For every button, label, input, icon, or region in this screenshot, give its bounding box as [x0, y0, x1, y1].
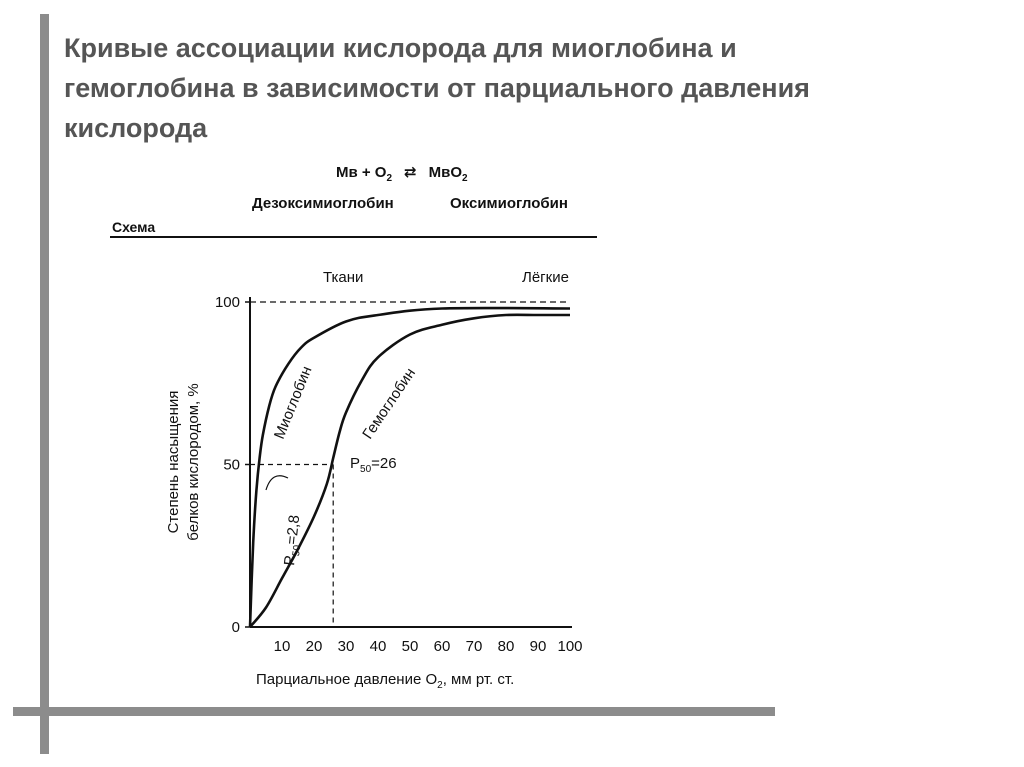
annotation-arrow-myoglobin	[265, 475, 289, 491]
x-tick-label: 40	[370, 638, 387, 655]
x-axis-title: Парциальное давление О2, мм рт. ст.	[256, 671, 514, 691]
series-hemoglobin-label: Гемоглобин	[359, 365, 419, 442]
lungs-label: Лёгкие	[522, 269, 569, 286]
annotation-p50-hemoglobin: P50=26	[350, 455, 397, 475]
equation-left: Мв + О	[336, 164, 387, 181]
title-line-1: Кривые ассоциации кислорода для миоглоби…	[64, 33, 737, 63]
equation-right-sub: 2	[462, 173, 468, 184]
frame-horizontal-bar	[13, 707, 775, 716]
series-myoglobin-label: Миоглобин	[271, 364, 316, 442]
x-tick-label: 70	[466, 638, 483, 655]
x-tick-label: 80	[498, 638, 515, 655]
title-line-3: кислорода	[64, 113, 208, 143]
scheme-label: Схема	[112, 219, 155, 235]
deoxymyoglobin-label: Дезоксимиоглобин	[252, 195, 394, 212]
slide-title: Кривые ассоциации кислорода для миоглоби…	[64, 28, 964, 148]
y-axis-title-line-2: белков кислородом, %	[185, 383, 202, 540]
y-tick-label: 0	[232, 619, 240, 636]
title-line-2: гемоглобина в зависимости от парциальног…	[64, 73, 810, 103]
frame-vertical-bar	[40, 14, 49, 754]
equation-right: МвО	[429, 164, 463, 181]
x-tick-label: 50	[402, 638, 419, 655]
equation-arrow: ⇄	[404, 164, 417, 181]
x-tick-label: 30	[338, 638, 355, 655]
equation-sub: 2	[386, 173, 392, 184]
x-ticks: 10 20 30 40 50 60 70 80 90 100	[274, 638, 583, 655]
x-tick-label: 100	[557, 638, 582, 655]
y-tick-label: 100	[215, 294, 240, 311]
x-tick-label: 20	[306, 638, 323, 655]
x-tick-label: 90	[530, 638, 547, 655]
x-tick-label: 10	[274, 638, 291, 655]
y-tick-label: 50	[223, 457, 240, 474]
y-ticks: 0 50 100	[215, 294, 250, 636]
x-tick-label: 60	[434, 638, 451, 655]
series-hemoglobin-line	[249, 313, 570, 628]
annotation-p50-myoglobin: P50=2,8	[281, 514, 306, 567]
oxymyoglobin-label: Оксимиоглобин	[450, 195, 568, 212]
tissues-label: Ткани	[323, 269, 363, 286]
scheme-equation: Мв + О2 ⇄ МвО2	[336, 164, 468, 184]
series-myoglobin-line	[248, 306, 571, 628]
y-axis-title-line-1: Степень насыщения	[165, 391, 182, 534]
